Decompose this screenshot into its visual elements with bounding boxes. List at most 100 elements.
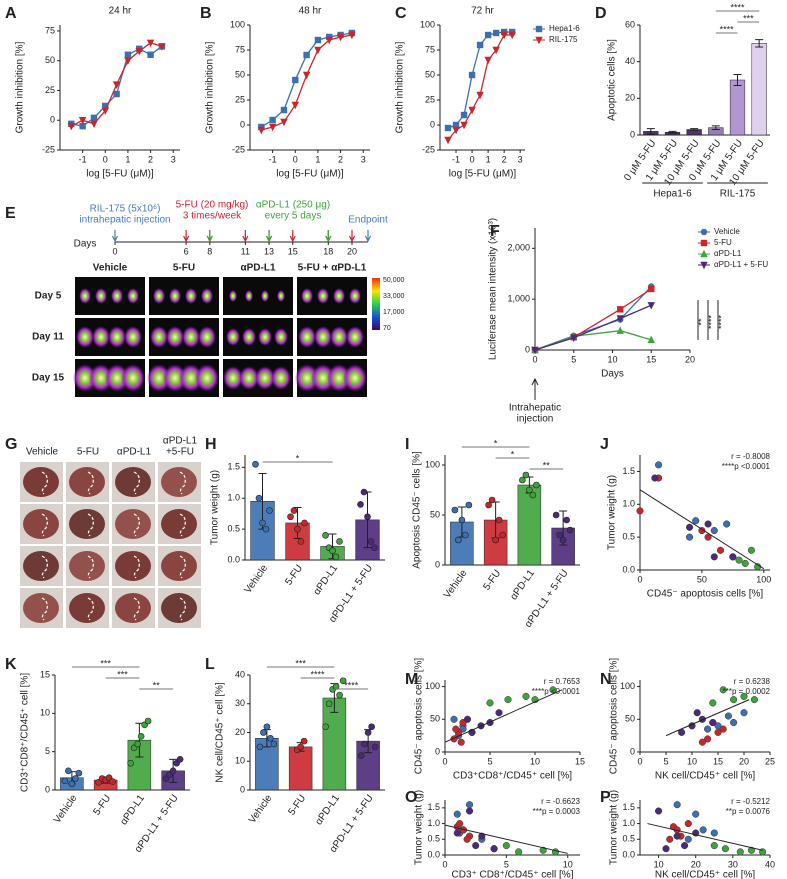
x-tick-label: 0 [637, 574, 642, 584]
legend-label: Hepa1-6 [549, 24, 580, 33]
x-tick-label: Vehicle [243, 563, 271, 596]
data-point [704, 533, 712, 541]
y-tick-label: 75 [425, 44, 435, 54]
marker [535, 25, 543, 33]
marker [314, 36, 322, 44]
tumor-outline [41, 513, 48, 537]
y-tick-label: 40 [625, 56, 635, 66]
data-point [526, 486, 533, 494]
error-bar [668, 130, 677, 134]
y-tick-label: 0.5 [622, 834, 635, 844]
significance-label: ** [153, 680, 161, 690]
y-axis-label: Growth inhibition [%] [15, 41, 26, 133]
x-axis-label: log [5-FU (μM)] [449, 169, 517, 180]
marker [535, 36, 543, 45]
y-tick-label: 2,000 [507, 243, 530, 253]
mouse-signal [274, 328, 288, 346]
marker [113, 90, 120, 98]
colorbar-label: 33,000 [383, 293, 405, 300]
mouse-signal [242, 328, 256, 346]
data-point [710, 553, 718, 561]
x-tick-label: 20 [739, 756, 749, 766]
mouse-signal [271, 366, 291, 390]
data-point [462, 531, 469, 539]
data-point [297, 743, 304, 751]
data-point [270, 740, 278, 748]
significance-label: *** [295, 658, 306, 668]
data-point [463, 715, 472, 723]
marker [508, 31, 516, 40]
panel-letter: I [405, 436, 409, 453]
x-tick-label: Vehicle [247, 793, 275, 826]
y-axis-label: Tumor weight (g) [609, 790, 620, 865]
data-point [371, 544, 378, 551]
column-header: αPD-L1 [117, 447, 152, 458]
mouse-signal [95, 288, 107, 304]
data-point [457, 738, 465, 746]
y-tick-label: 1,000 [507, 294, 530, 304]
x-tick-label: 2 [148, 154, 153, 164]
liver [161, 551, 197, 581]
mouse-signal [150, 326, 168, 348]
y-tick-label: 0 [240, 784, 245, 794]
x-tick-label: 10 [563, 859, 573, 869]
tumor-outline [41, 597, 48, 621]
tumor-outline [133, 597, 140, 621]
data-point [723, 520, 731, 528]
liver [115, 593, 151, 623]
endpoint-label: Endpoint [348, 215, 388, 226]
liver [161, 467, 197, 497]
data-point [673, 832, 681, 840]
liver [23, 551, 59, 581]
marker [280, 106, 288, 114]
significance-label: **** [720, 24, 735, 34]
marker [531, 346, 539, 355]
x-tick-label: 10 [530, 756, 540, 766]
y-tick-label: 0 [45, 784, 50, 794]
mouse-signal [92, 326, 110, 348]
y-axis-label: Apoptotic cells [%] [607, 39, 618, 121]
x-axis-label: log [5-FU (μM)] [276, 169, 344, 180]
data-point [533, 481, 540, 489]
data-point [339, 677, 347, 685]
marker [257, 126, 266, 135]
y-axis-label: Tumor weight (g) [414, 790, 425, 865]
panel-letter: A [5, 5, 17, 22]
marker [444, 136, 452, 145]
marker [325, 36, 333, 45]
x-tick-label: 25 [765, 756, 775, 766]
liver [115, 467, 151, 497]
column-header: 5-FU + αPD-L1 [298, 263, 367, 274]
marker [700, 249, 708, 258]
mouse-signal [198, 326, 216, 348]
data-point [465, 807, 474, 815]
mouse-signal [79, 288, 91, 304]
tumor-outline [133, 513, 140, 537]
row-header: Day 5 [35, 291, 62, 302]
mouse-signal [182, 326, 200, 348]
data-point [266, 507, 273, 514]
marker [617, 306, 624, 313]
y-tick-label: 1.0 [427, 818, 440, 828]
y-axis-label: Apoptosis CD45⁻ cells [%] [412, 451, 423, 569]
data-point [451, 506, 459, 514]
error-bar [690, 128, 699, 131]
y-tick-label: 1.0 [227, 493, 240, 503]
significance-label: ** [543, 460, 551, 470]
x-tick-label: 5-FU [91, 793, 113, 818]
marker [146, 39, 155, 48]
x-tick-label: 20 [685, 354, 695, 364]
data-point [704, 725, 712, 733]
y-tick-label: 25 [45, 85, 55, 95]
timeline-day: 8 [207, 246, 212, 256]
y-tick-label: 0 [630, 129, 635, 139]
mouse-signal [195, 364, 219, 392]
tumor-outline [179, 555, 186, 579]
marker [336, 33, 345, 42]
x-tick-label: 0 [103, 154, 108, 164]
stats-label: ***p = 0.0002 [723, 687, 771, 696]
x-tick-label: Vehicle [52, 793, 80, 826]
colorbar-label: 50,000 [383, 277, 405, 284]
y-axis-label: CD45⁻ apoptosis cells [%] [609, 658, 620, 775]
y-tick-label: 5 [45, 746, 50, 756]
